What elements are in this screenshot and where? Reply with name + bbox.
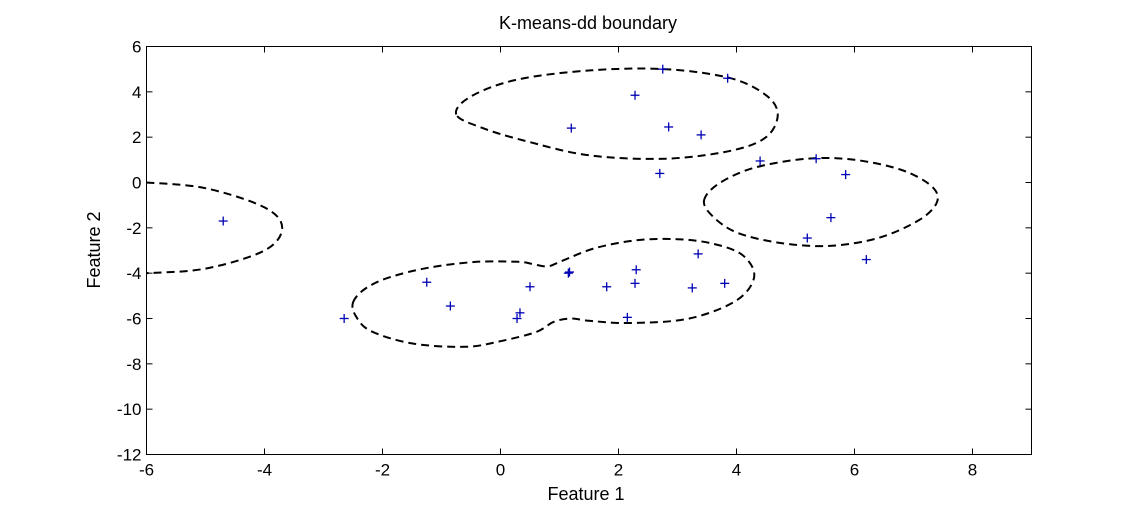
data-point: [687, 283, 697, 293]
y-tick-label: -12: [117, 446, 142, 465]
data-point: [630, 90, 640, 100]
data-point: [422, 277, 432, 287]
y-tick-label: -10: [117, 400, 142, 419]
data-point: [696, 130, 706, 140]
data-point: [755, 156, 765, 166]
data-point: [566, 123, 576, 133]
x-tick-label: -6: [139, 461, 154, 480]
y-tick-label: -2: [126, 219, 141, 238]
points-layer: [218, 64, 871, 323]
x-axis-title: Feature 1: [547, 484, 624, 504]
data-point: [631, 265, 641, 275]
y-axis-title: Feature 2: [84, 211, 104, 288]
data-point: [826, 213, 836, 223]
data-point: [658, 64, 668, 74]
x-tick-label: 0: [496, 461, 505, 480]
y-tick-label: 0: [132, 174, 141, 193]
data-point: [723, 73, 733, 83]
y-tick-label: 2: [132, 128, 141, 147]
chart-title: K-means-dd boundary: [499, 13, 677, 33]
y-tick-label: 6: [132, 38, 141, 57]
boundary-right: [702, 156, 939, 248]
y-tick-label: 4: [132, 83, 141, 102]
data-point: [861, 255, 871, 265]
x-tick-label: 4: [732, 461, 741, 480]
plot-area: -6 -4 -2 0 2 4 6 8 -12 -10 -8 -6 -4 -2 0 2 4 6: [117, 38, 1032, 480]
data-point: [525, 282, 535, 292]
x-tick-label: 6: [850, 461, 859, 480]
data-point: [630, 278, 640, 288]
data-point: [622, 312, 632, 322]
data-point: [339, 314, 349, 323]
data-point: [664, 122, 674, 132]
data-point: [218, 216, 228, 226]
x-tick-label: -4: [257, 461, 272, 480]
boundary-bottom: [351, 237, 756, 348]
x-tick-label: 2: [614, 461, 623, 480]
y-tick-label: -6: [126, 310, 141, 329]
data-point: [811, 154, 821, 164]
data-point: [802, 233, 812, 243]
x-tick-label: 8: [968, 461, 977, 480]
x-tick-label: -2: [375, 461, 390, 480]
data-point: [512, 314, 522, 323]
data-point: [720, 278, 730, 288]
y-tick-label: -8: [126, 355, 141, 374]
data-point: [565, 267, 575, 277]
data-point: [841, 170, 851, 180]
data-point: [602, 282, 612, 292]
y-tick-label: -4: [126, 264, 141, 283]
data-point: [563, 268, 573, 278]
data-point: [693, 249, 703, 259]
boundaries-layer: [146, 67, 939, 348]
data-point: [445, 301, 455, 311]
data-point: [515, 308, 525, 318]
boundary-top: [454, 67, 779, 160]
boundary-left: [146, 181, 284, 275]
data-point: [655, 168, 665, 178]
ticks-layer: -6 -4 -2 0 2 4 6 8 -12 -10 -8 -6 -4 -2 0 2 4 6: [117, 38, 1032, 480]
